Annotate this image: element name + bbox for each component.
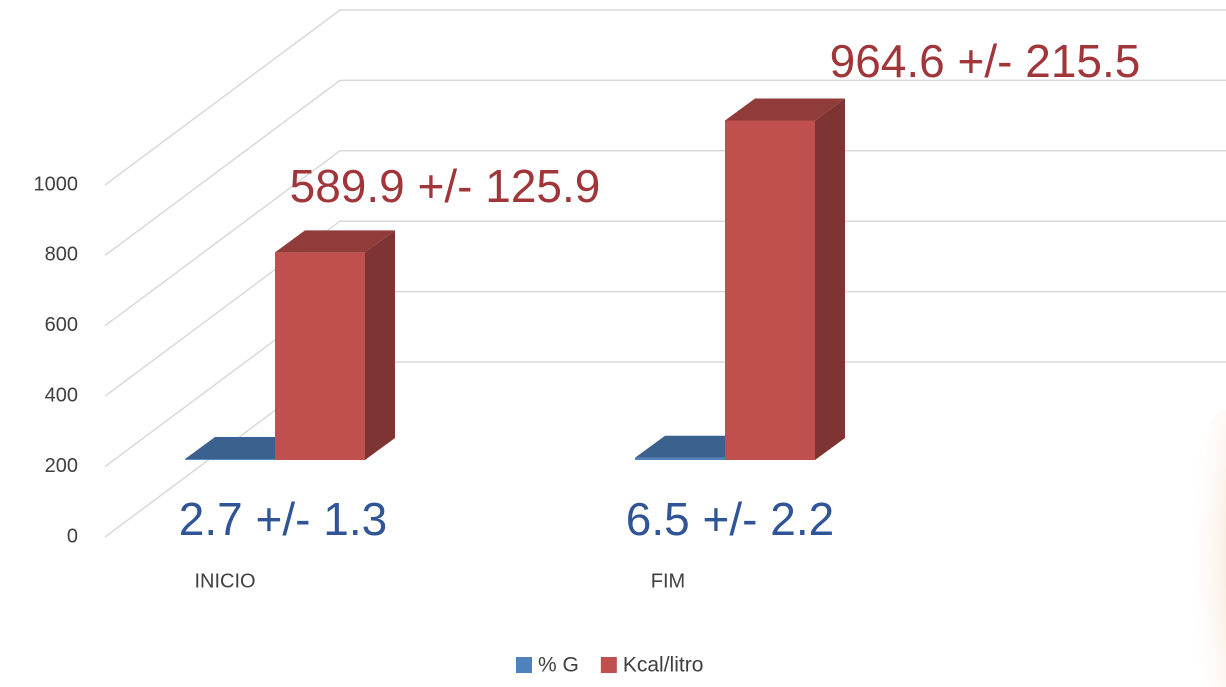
y-tick-label: 600 <box>45 314 78 336</box>
y-tick-label: 1000 <box>34 173 79 195</box>
x-tick-label: INICIO <box>194 570 255 592</box>
y-tick-label: 0 <box>67 525 78 547</box>
y-tick-label: 200 <box>45 455 78 477</box>
grid-line <box>104 220 1226 397</box>
bar-front <box>725 120 815 460</box>
x-tick-label: FIM <box>651 570 685 592</box>
y-tick-label: 800 <box>45 244 78 266</box>
value-label: 589.9 +/- 125.9 <box>290 160 601 212</box>
bar-side <box>365 230 395 460</box>
grid-line <box>104 150 1226 327</box>
bar-front <box>635 457 725 460</box>
bar-side <box>815 98 845 460</box>
decoration <box>1186 410 1226 687</box>
value-label: 6.5 +/- 2.2 <box>626 493 834 545</box>
grid-line <box>104 79 1226 257</box>
bar-top <box>275 230 395 253</box>
y-tick-label: 400 <box>45 384 78 406</box>
legend-swatch <box>600 657 617 673</box>
legend-label: % G <box>538 654 579 677</box>
bar-top <box>725 98 845 121</box>
value-label: 2.7 +/- 1.3 <box>179 493 387 545</box>
value-label: 964.6 +/- 215.5 <box>830 35 1141 87</box>
grid-line <box>104 9 1226 186</box>
legend-swatch <box>516 657 532 673</box>
bar-front <box>185 459 275 460</box>
bar-front <box>275 252 365 460</box>
legend-label: Kcal/litro <box>623 654 704 677</box>
